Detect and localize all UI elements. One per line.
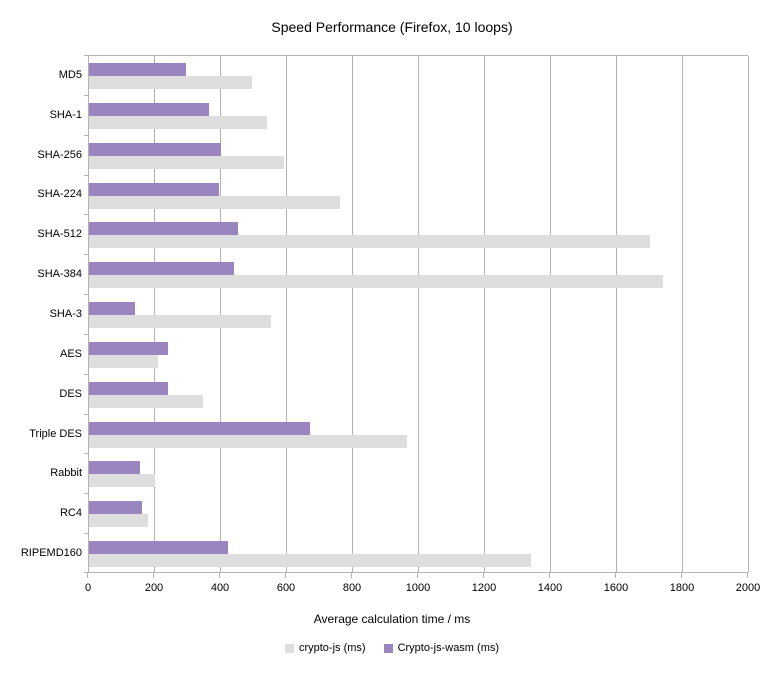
gridline-x-1800 <box>682 56 683 572</box>
gridline-x-200 <box>154 56 155 572</box>
y-axis-tick <box>84 493 88 495</box>
gridline-x-600 <box>286 56 287 572</box>
x-tick-label-0: 0 <box>84 582 92 594</box>
bar-rabbit-crypto-js <box>89 474 155 488</box>
bar-ripemd160-crypto-js-wasm <box>89 541 228 555</box>
bar-sha-3-crypto-js <box>89 315 271 329</box>
y-axis-tick <box>84 174 88 176</box>
y-axis-tick <box>84 413 88 415</box>
x-axis-tick-2000 <box>747 573 748 578</box>
plot-area <box>88 55 749 573</box>
y-axis-tick <box>84 254 88 256</box>
y-axis-tick <box>84 294 88 296</box>
gridline-x-1000 <box>418 56 419 572</box>
x-axis-tick-1400 <box>549 573 550 578</box>
bar-ripemd160-crypto-js <box>89 554 532 568</box>
gridline-x-800 <box>352 56 353 572</box>
bar-sha-256-crypto-js-wasm <box>89 142 221 156</box>
bar-md5-crypto-js-wasm <box>89 63 187 76</box>
x-axis-tick-0 <box>87 573 88 578</box>
y-axis-tick <box>84 533 88 535</box>
bar-sha-384-crypto-js <box>89 275 664 289</box>
bar-sha-224-crypto-js-wasm <box>89 182 220 196</box>
bar-sha-256-crypto-js <box>89 155 284 169</box>
y-axis-tick <box>84 373 88 375</box>
chart-title: Speed Performance (Firefox, 10 loops) <box>271 19 513 35</box>
category-label-sha-512: SHA-512 <box>37 228 82 241</box>
x-axis-tick-400 <box>219 573 220 578</box>
bar-rc4-crypto-js <box>89 514 149 528</box>
legend-swatch <box>284 643 294 653</box>
bar-md5-crypto-js <box>89 76 253 89</box>
y-axis-tick <box>84 333 88 335</box>
x-tick-label-400: 400 <box>210 582 230 594</box>
y-axis-tick <box>84 94 88 96</box>
gridline-x-1200 <box>484 56 485 572</box>
category-label-sha-256: SHA-256 <box>37 148 82 161</box>
gridline-x-1600 <box>616 56 617 572</box>
category-label-aes: AES <box>59 347 82 360</box>
x-axis-tick-800 <box>351 573 352 578</box>
bar-des-crypto-js <box>89 394 203 408</box>
category-label-sha-384: SHA-384 <box>37 268 82 281</box>
category-label-sha-1: SHA-1 <box>49 108 82 121</box>
x-tick-label-200: 200 <box>144 582 164 594</box>
bar-sha-384-crypto-js-wasm <box>89 262 235 276</box>
x-axis-title: Average calculation time / ms <box>313 612 471 626</box>
x-axis-tick-1600 <box>615 573 616 578</box>
bar-des-crypto-js-wasm <box>89 381 169 395</box>
bar-rabbit-crypto-js-wasm <box>89 461 141 475</box>
x-tick-label-600: 600 <box>276 582 296 594</box>
category-label-md5: MD5 <box>58 68 82 81</box>
x-tick-label-800: 800 <box>342 582 362 594</box>
bar-sha-1-crypto-js-wasm <box>89 102 210 116</box>
bar-aes-crypto-js-wasm <box>89 341 169 355</box>
bar-aes-crypto-js <box>89 354 159 368</box>
y-axis-tick <box>84 134 88 136</box>
category-label-des: DES <box>59 387 82 400</box>
x-axis-tick-1000 <box>417 573 418 578</box>
gridline-x-2000 <box>748 56 749 572</box>
category-label-sha-224: SHA-224 <box>37 188 82 201</box>
legend-swatch <box>383 643 393 653</box>
bar-triple-des-crypto-js-wasm <box>89 421 311 435</box>
y-axis-tick <box>84 572 88 573</box>
category-label-rc4: RC4 <box>59 507 82 520</box>
bar-sha-512-crypto-js <box>89 235 650 249</box>
gridline-x-1400 <box>550 56 551 572</box>
y-axis-tick <box>84 55 88 56</box>
y-axis-tick <box>84 214 88 216</box>
x-tick-label-2000: 2000 <box>735 582 761 594</box>
x-axis-tick-1800 <box>681 573 682 578</box>
x-tick-label-1400: 1400 <box>537 582 563 594</box>
x-tick-label-1800: 1800 <box>669 582 695 594</box>
x-tick-label-1200: 1200 <box>471 582 497 594</box>
bar-sha-1-crypto-js <box>89 115 268 129</box>
x-axis-tick-200 <box>153 573 154 578</box>
legend-item-crypto-js-wasm: Crypto-js-wasm (ms) <box>383 642 500 654</box>
bar-sha-224-crypto-js <box>89 195 340 209</box>
category-label-sha-3: SHA-3 <box>49 308 82 320</box>
legend-label: crypto-js (ms) <box>298 642 366 654</box>
category-label-triple-des: Triple DES <box>29 427 82 440</box>
x-axis-tick-1200 <box>483 573 484 578</box>
category-label-rabbit: Rabbit <box>50 467 82 480</box>
legend-item-crypto-js: crypto-js (ms) <box>284 642 366 654</box>
legend-label: Crypto-js-wasm (ms) <box>397 642 500 654</box>
category-label-ripemd160: RIPEMD160 <box>20 547 82 560</box>
bar-rc4-crypto-js-wasm <box>89 501 142 515</box>
x-tick-label-1000: 1000 <box>405 582 431 594</box>
bar-sha-512-crypto-js-wasm <box>89 222 238 236</box>
bar-sha-3-crypto-js-wasm <box>89 302 136 316</box>
bar-triple-des-crypto-js <box>89 434 408 448</box>
gridline-x-400 <box>220 56 221 572</box>
legend: crypto-js (ms) Crypto-js-wasm (ms) <box>0 642 784 654</box>
x-axis-tick-600 <box>285 573 286 578</box>
x-tick-label-1600: 1600 <box>603 582 629 594</box>
y-axis-tick <box>84 453 88 455</box>
